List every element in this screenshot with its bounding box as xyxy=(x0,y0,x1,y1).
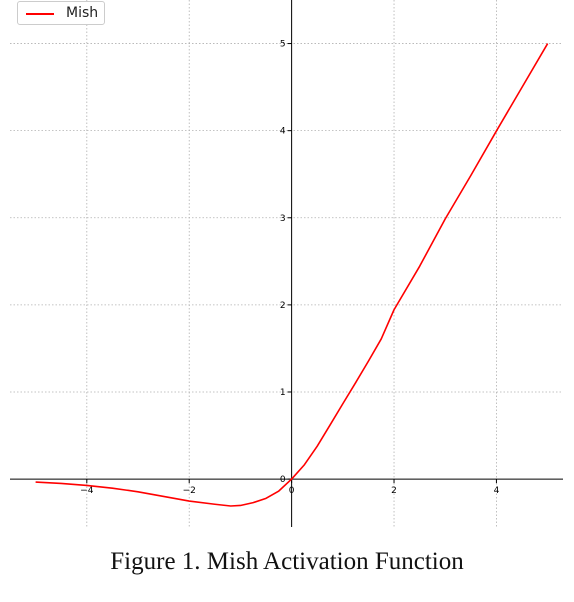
grid-lines xyxy=(10,0,563,527)
y-tick-label: 5 xyxy=(280,40,286,50)
x-tick-label: 4 xyxy=(494,486,500,496)
y-tick-label: 3 xyxy=(280,214,286,224)
x-tick-label: 0 xyxy=(289,486,295,496)
series-line-mish xyxy=(35,43,549,507)
y-tick-label: 4 xyxy=(280,127,286,137)
series-lines xyxy=(35,43,549,507)
figure-caption: Figure 1. Mish Activation Function xyxy=(110,548,464,575)
x-tick-label: −4 xyxy=(80,486,94,496)
mish-chart: −4 −2 0 2 4 0 1 2 3 4 5 xyxy=(10,0,563,527)
x-tick-label: 2 xyxy=(391,486,397,496)
y-tick-label: 2 xyxy=(280,301,286,311)
legend: Mish xyxy=(17,1,105,25)
y-tick-label: 1 xyxy=(280,388,286,398)
legend-line-swatch xyxy=(26,13,54,15)
axes xyxy=(10,0,563,527)
tick-labels: −4 −2 0 2 4 0 1 2 3 4 5 xyxy=(80,40,499,497)
legend-label-mish: Mish xyxy=(66,5,99,21)
x-tick-label: −2 xyxy=(183,486,196,496)
y-tick-label: 0 xyxy=(280,475,286,485)
